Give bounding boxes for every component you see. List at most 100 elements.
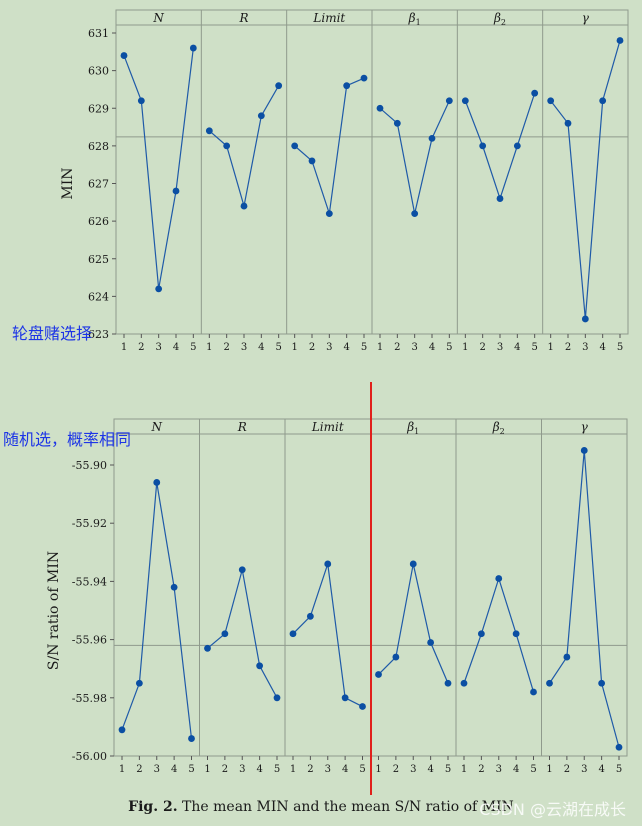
data-point bbox=[496, 195, 504, 202]
y-tick-label: 625 bbox=[88, 253, 109, 266]
data-point bbox=[204, 644, 211, 652]
x-tick-label: 2 bbox=[393, 764, 399, 775]
y-axis-label: S/N ratio of MIN bbox=[46, 551, 62, 670]
x-tick-label: 5 bbox=[616, 764, 622, 775]
x-tick-label: 5 bbox=[446, 342, 452, 353]
x-tick-label: 5 bbox=[188, 764, 194, 775]
x-tick-label: 5 bbox=[275, 342, 281, 353]
panel-title: γ bbox=[582, 11, 590, 25]
panel-title: R bbox=[237, 420, 247, 434]
x-tick-label: 5 bbox=[361, 342, 367, 353]
panel-title: Limit bbox=[311, 420, 344, 434]
x-tick-label: 4 bbox=[598, 764, 604, 775]
data-point bbox=[170, 583, 178, 591]
y-tick-label: 624 bbox=[88, 290, 109, 303]
data-point bbox=[477, 630, 485, 638]
data-point bbox=[580, 447, 588, 454]
data-point bbox=[118, 726, 126, 734]
x-tick-label: 3 bbox=[155, 342, 161, 353]
x-tick-label: 5 bbox=[530, 764, 536, 775]
data-point bbox=[188, 735, 195, 742]
data-point bbox=[240, 202, 248, 210]
data-point bbox=[155, 285, 163, 293]
x-tick-label: 3 bbox=[154, 764, 160, 775]
series-line bbox=[207, 569, 278, 699]
x-tick-label: 4 bbox=[513, 764, 519, 775]
y-tick-label: 623 bbox=[88, 328, 109, 341]
data-point bbox=[599, 97, 607, 105]
y-tick-label: 631 bbox=[88, 27, 109, 40]
series-line bbox=[378, 563, 449, 684]
x-tick-label: 3 bbox=[497, 342, 503, 353]
series-line bbox=[550, 40, 621, 320]
panel-title: β1 bbox=[406, 420, 419, 436]
data-point bbox=[257, 112, 265, 120]
x-tick-label: 3 bbox=[411, 342, 417, 353]
x-tick-label: 4 bbox=[256, 764, 262, 775]
data-point bbox=[375, 671, 382, 678]
caption-label: Fig. 2. bbox=[128, 799, 178, 815]
x-tick-label: 1 bbox=[291, 342, 297, 353]
data-point bbox=[427, 639, 435, 646]
series-line bbox=[123, 47, 194, 289]
series-line bbox=[463, 576, 535, 693]
data-point bbox=[120, 52, 128, 59]
series-line bbox=[294, 77, 365, 214]
x-tick-label: 5 bbox=[617, 342, 623, 353]
y-tick-label: -55.94 bbox=[72, 575, 107, 588]
y-tick-label: 629 bbox=[88, 102, 109, 115]
x-tick-label: 2 bbox=[565, 342, 571, 353]
x-tick-label: 5 bbox=[359, 764, 365, 775]
x-tick-label: 1 bbox=[204, 764, 210, 775]
x-tick-label: 5 bbox=[190, 342, 196, 353]
data-point bbox=[393, 119, 401, 127]
x-tick-label: 3 bbox=[239, 764, 245, 775]
x-tick-label: 5 bbox=[531, 342, 537, 353]
x-tick-label: 3 bbox=[410, 764, 416, 775]
data-point bbox=[341, 694, 349, 702]
y-tick-label: 626 bbox=[88, 215, 109, 228]
data-point bbox=[616, 37, 624, 44]
data-point bbox=[325, 210, 333, 218]
series-line bbox=[292, 563, 363, 708]
x-tick-label: 3 bbox=[582, 342, 588, 353]
data-point bbox=[445, 97, 453, 105]
data-point bbox=[289, 630, 297, 638]
x-tick-label: 3 bbox=[581, 764, 587, 775]
x-tick-label: 1 bbox=[377, 342, 383, 353]
x-tick-label: 1 bbox=[546, 764, 552, 775]
x-tick-label: 2 bbox=[478, 764, 484, 775]
data-point bbox=[189, 44, 197, 52]
panel-title: N bbox=[151, 420, 163, 434]
x-tick-label: 2 bbox=[307, 764, 313, 775]
data-point bbox=[409, 560, 417, 568]
x-tick-label: 4 bbox=[427, 764, 433, 775]
data-point bbox=[513, 142, 521, 150]
x-tick-label: 1 bbox=[375, 764, 381, 775]
data-point bbox=[547, 97, 555, 105]
data-point bbox=[564, 119, 572, 127]
data-point bbox=[530, 688, 537, 696]
x-tick-label: 3 bbox=[326, 342, 332, 353]
data-point bbox=[495, 575, 503, 582]
y-tick-label: -56.00 bbox=[72, 750, 107, 763]
series-line bbox=[464, 93, 536, 201]
y-axis-label: MIN bbox=[60, 167, 76, 199]
roulette-selection-note: 轮盘赌选择 bbox=[12, 324, 93, 343]
x-tick-label: 4 bbox=[171, 764, 177, 775]
x-tick-label: 1 bbox=[290, 764, 296, 775]
data-point bbox=[273, 694, 281, 702]
x-tick-label: 2 bbox=[479, 342, 485, 353]
series-line bbox=[208, 85, 280, 207]
data-point bbox=[172, 187, 180, 195]
data-point bbox=[512, 630, 520, 638]
data-point bbox=[598, 679, 606, 687]
x-tick-label: 2 bbox=[136, 764, 142, 775]
data-point bbox=[479, 142, 487, 150]
figure-caption: Fig. 2. The mean MIN and the mean S/N ra… bbox=[0, 799, 642, 815]
x-tick-label: 2 bbox=[138, 342, 144, 353]
csdn-watermark: CSDN @云湖在成长 bbox=[479, 800, 626, 819]
data-point bbox=[411, 210, 419, 218]
